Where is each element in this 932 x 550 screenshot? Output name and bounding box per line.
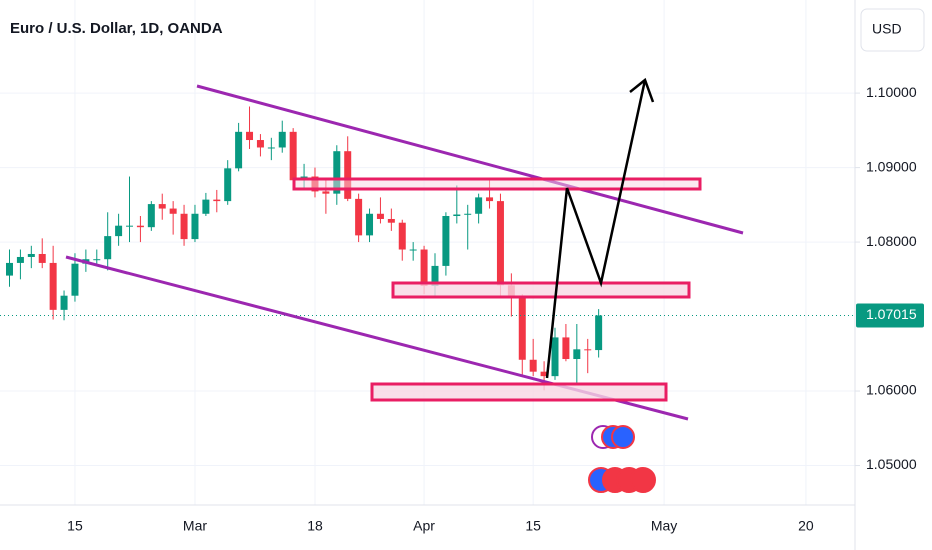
drawings <box>65 77 744 421</box>
candle-body <box>562 337 570 360</box>
y-tick-label: 1.05000 <box>866 456 917 472</box>
zone <box>370 382 668 402</box>
x-tick-label: 20 <box>798 518 814 534</box>
candle-body <box>27 253 35 257</box>
candle-body <box>398 222 406 250</box>
candle-body <box>366 213 374 236</box>
candle-body <box>104 236 112 260</box>
y-tick-label: 1.10000 <box>866 84 917 100</box>
candle-body <box>420 249 428 287</box>
candle-body <box>496 201 504 286</box>
x-tick-label: May <box>651 518 677 534</box>
candle-body <box>16 256 24 263</box>
candle-body <box>235 131 243 169</box>
candle-body <box>38 253 46 263</box>
candle-body <box>278 131 286 148</box>
candle-body <box>529 359 537 372</box>
candle-body <box>584 349 592 351</box>
chart-title: Euro / U.S. Dollar, 1D, OANDA <box>10 20 223 37</box>
candle-body <box>147 204 155 228</box>
candle-body <box>6 262 13 276</box>
zone <box>391 281 691 299</box>
candle-body <box>158 204 166 209</box>
currency-label[interactable]: USD <box>872 21 902 37</box>
price-label-box <box>856 303 924 328</box>
trendline <box>196 84 744 235</box>
candle-body <box>224 168 232 202</box>
x-tick-label: 15 <box>525 518 541 534</box>
candle-body <box>322 191 330 194</box>
candle-body <box>213 199 221 202</box>
candle-body <box>431 265 439 287</box>
candle-body <box>49 262 57 310</box>
currency-button[interactable] <box>860 8 925 52</box>
zone <box>292 177 702 191</box>
candle-body <box>93 259 101 261</box>
candle-body <box>136 225 144 228</box>
icon <box>630 467 656 493</box>
candle-body <box>376 213 384 219</box>
candle-body <box>355 198 363 236</box>
candle-body <box>464 213 472 215</box>
candle-body <box>486 197 494 202</box>
candle-body <box>180 213 188 240</box>
candle-body <box>71 263 79 296</box>
candle-body <box>333 151 341 194</box>
candle-body <box>518 297 526 360</box>
candle-body <box>60 295 68 310</box>
x-tick-label: Mar <box>183 518 207 534</box>
candle-body <box>573 349 581 360</box>
arrow <box>545 79 647 379</box>
candle-body <box>453 214 461 217</box>
arrow-head <box>629 77 655 103</box>
candle-body <box>191 213 199 240</box>
candle-body <box>115 225 123 237</box>
candle-body <box>409 249 417 251</box>
event-icons <box>588 425 656 493</box>
candle-body <box>169 208 177 214</box>
candle-body <box>256 140 264 148</box>
candle-body <box>475 197 483 214</box>
icon <box>611 425 635 449</box>
candle-body <box>442 216 450 266</box>
candle-body <box>289 131 297 181</box>
y-tick-label: 1.06000 <box>866 382 917 398</box>
candle-body <box>267 147 275 149</box>
candle-body <box>344 151 352 199</box>
candle-body <box>540 371 548 377</box>
candle-body <box>551 337 559 377</box>
candle-body <box>595 315 603 351</box>
price-label: 1.07015 <box>866 306 917 322</box>
candle-body <box>246 131 254 141</box>
candle-body <box>387 218 395 223</box>
x-tick-label: 18 <box>307 518 323 534</box>
x-tick-label: 15 <box>67 518 83 534</box>
candle-body <box>126 225 134 227</box>
y-tick-label: 1.08000 <box>866 233 917 249</box>
x-tick-label: Apr <box>413 518 435 534</box>
y-tick-label: 1.09000 <box>866 158 917 174</box>
candle-body <box>202 199 210 214</box>
candles <box>0 106 855 391</box>
